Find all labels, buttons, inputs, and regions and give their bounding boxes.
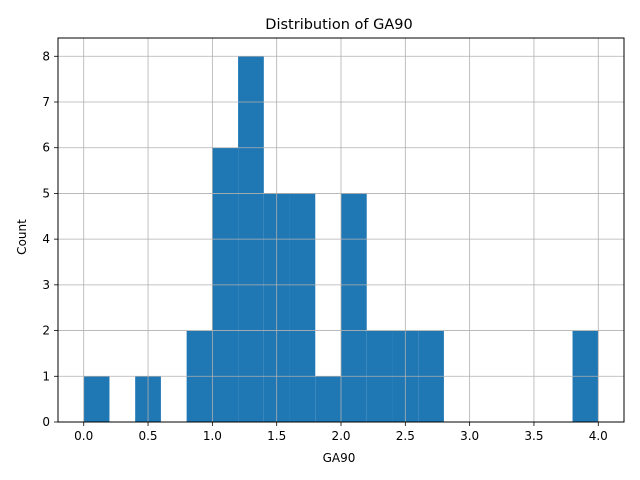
x-tick-label: 2.0 [331, 429, 350, 443]
histogram-bar [289, 193, 316, 422]
y-tick-label: 0 [42, 415, 50, 429]
y-tick-label: 7 [42, 95, 50, 109]
y-tick-label: 4 [42, 232, 50, 246]
y-axis-ticks: 0 1 2 3 4 5 6 7 8 [42, 49, 58, 429]
x-tick-label: 3.5 [524, 429, 543, 443]
y-tick-label: 6 [42, 141, 50, 155]
histogram-bar [341, 193, 367, 422]
x-tick-label: 0.0 [74, 429, 93, 443]
y-axis-label: Count [15, 219, 29, 255]
x-tick-label: 2.5 [396, 429, 415, 443]
x-axis-label: GA90 [323, 451, 356, 465]
x-tick-label: 0.5 [138, 429, 157, 443]
y-tick-label: 3 [42, 278, 50, 292]
x-tick-label: 1.5 [267, 429, 286, 443]
x-axis-ticks: 0.0 0.5 1.0 1.5 2.0 2.5 3.0 3.5 4.0 [74, 422, 608, 443]
x-tick-label: 1.0 [203, 429, 222, 443]
y-tick-label: 8 [42, 49, 50, 63]
y-tick-label: 1 [42, 369, 50, 383]
chart-title: Distribution of GA90 [265, 17, 412, 33]
grid-lines [58, 38, 624, 423]
y-tick-label: 5 [42, 186, 50, 200]
x-tick-label: 3.0 [460, 429, 479, 443]
histogram-bar [315, 376, 341, 422]
histogram-bar [83, 376, 110, 422]
x-tick-label: 4.0 [589, 429, 608, 443]
y-tick-label: 2 [42, 324, 50, 338]
